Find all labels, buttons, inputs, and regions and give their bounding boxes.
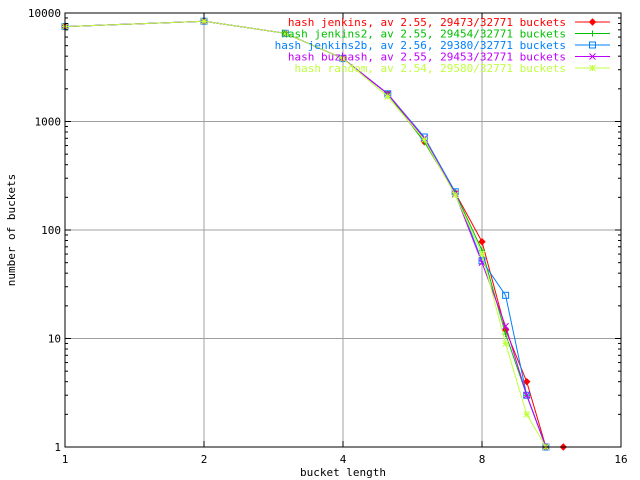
series-5 [61, 17, 550, 451]
data-point [281, 29, 289, 37]
series-4 [61, 17, 550, 451]
data-point [502, 291, 510, 299]
legend-label: hash random, av 2.54, 29580/32771 bucket… [294, 62, 566, 75]
legend-marker [589, 53, 596, 60]
legend: hash jenkins, av 2.55, 29473/32771 bucke… [275, 16, 610, 75]
legend-marker [589, 30, 596, 37]
legend-marker [588, 18, 597, 26]
tick-labels: 1 2 4 8 16 1 10 100 1000 10000 [28, 7, 628, 466]
data-point [200, 17, 208, 25]
series-layer [61, 17, 568, 451]
x-tick-label: 4 [340, 453, 347, 466]
data-point [523, 391, 531, 399]
legend-marker [589, 41, 596, 49]
grid [65, 13, 621, 447]
plot-frame [64, 12, 622, 448]
legend-label: hash jenkins2, av 2.55, 29454/32771 buck… [281, 28, 566, 41]
data-point [502, 322, 509, 330]
y-axis-label: number of buckets [5, 174, 18, 287]
data-point [502, 340, 509, 347]
x-tick-label: 2 [201, 453, 208, 466]
legend-marker [589, 64, 596, 72]
x-tick-label: 8 [479, 453, 486, 466]
legend-label: hash jenkins, av 2.55, 29473/32771 bucke… [288, 16, 566, 29]
series-1 [61, 17, 568, 451]
y-tick-label: 100 [41, 224, 61, 237]
series-line [64, 20, 564, 448]
y-tick-label: 10000 [28, 7, 61, 20]
legend-label: hash jenkins2b, av 2.56, 29380/32771 buc… [275, 39, 566, 52]
series-line [64, 20, 547, 448]
data-point [451, 191, 459, 199]
series-3 [61, 17, 550, 451]
y-tick-label: 1 [54, 441, 61, 454]
series-line [64, 20, 547, 448]
data-point [420, 136, 428, 144]
x-tick-label: 16 [614, 453, 627, 466]
y-tick-label: 1000 [35, 116, 62, 129]
series-line [64, 20, 547, 448]
data-point [478, 238, 486, 246]
y-tick-label: 10 [48, 333, 61, 346]
x-axis-label: bucket length [300, 466, 386, 479]
data-point [384, 93, 392, 100]
series-line [64, 20, 547, 448]
legend-label: hash buzhash, av 2.55, 29453/32771 bucke… [288, 51, 566, 64]
x-tick-label: 1 [62, 453, 69, 466]
data-point [523, 391, 531, 399]
data-point [523, 377, 531, 386]
data-point [478, 250, 486, 258]
data-point [339, 55, 347, 62]
data-point [523, 410, 531, 418]
series-2 [62, 18, 549, 450]
